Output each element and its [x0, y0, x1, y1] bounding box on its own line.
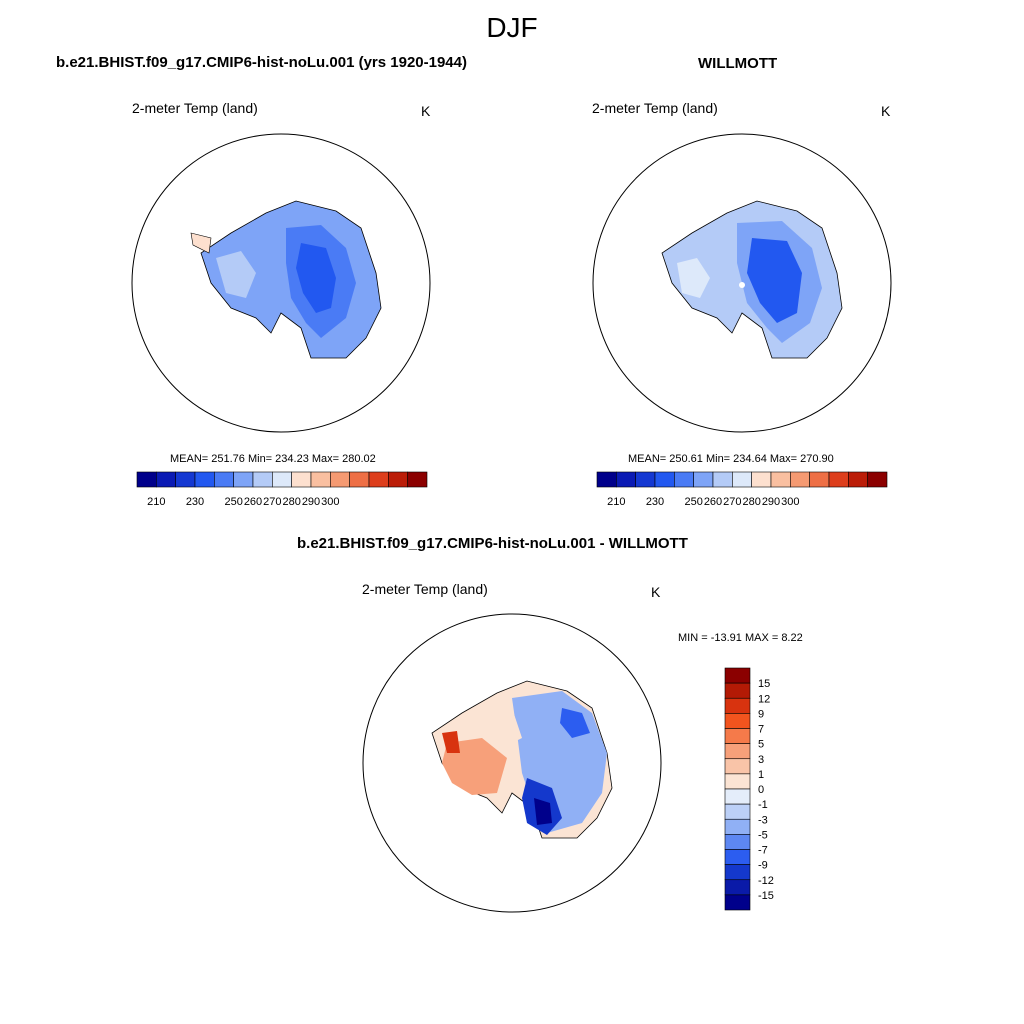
panel2-colorbar-label: 280: [742, 496, 760, 508]
panel1-map: [131, 133, 431, 433]
panel2-colorbar-box: [712, 471, 733, 488]
panel2-colorbar-box: [751, 471, 772, 488]
panel1-colorbar-box: [214, 471, 234, 488]
panel1-colorbar-label: 250: [224, 496, 242, 508]
panel3-colorbar-label: -3: [758, 814, 768, 826]
panel2-colorbar-box: [693, 471, 714, 488]
panel1-colorbar-label: 260: [244, 496, 262, 508]
panel2-colorbar-label: 260: [704, 496, 722, 508]
panel1-colorbar-box: [175, 471, 196, 488]
panel3-colorbar-box: [724, 682, 751, 699]
panel1-antarctica-shape: [190, 200, 382, 359]
panel3-units: K: [651, 584, 661, 600]
panel2-colorbar-box: [616, 471, 636, 488]
panel3-colorbar-label: -12: [758, 875, 774, 887]
panel1-colorbar-box: [310, 471, 331, 488]
panel2-colorbar-box: [809, 471, 830, 488]
panel2-colorbar-box: [867, 471, 888, 488]
panel3-colorbar-box: [724, 697, 751, 714]
panel3-colorbar-box: [724, 728, 751, 744]
panel2-colorbar-label: 230: [646, 496, 664, 508]
panel1-colorbar-box: [388, 471, 408, 488]
panel2-variable: 2-meter Temp (land): [592, 100, 718, 116]
panel3-colorbar-box: [724, 667, 751, 684]
panel1-colorbar-box: [272, 471, 292, 488]
panel3-colorbar-label: -7: [758, 845, 768, 857]
panel2-colorbar-box: [674, 471, 694, 488]
panel2-colorbar-box: [596, 471, 617, 488]
panel2-colorbar-box: [770, 471, 791, 488]
panel1-stats: MEAN= 251.76 Min= 234.23 Max= 280.02: [170, 453, 376, 465]
panel3-colorbar-label: 3: [758, 754, 764, 766]
panel3-colorbar-label: 12: [758, 693, 770, 705]
panel1-colorbar-box: [291, 471, 312, 488]
panel2-antarctica-shape: [661, 200, 843, 359]
panel1-colorbar-box: [252, 471, 273, 488]
panel3-colorbar-label: -9: [758, 860, 768, 872]
main-title: DJF: [486, 12, 538, 43]
panel1-colorbar-box: [407, 471, 428, 488]
panel1-colorbar-label: 210: [147, 496, 165, 508]
panel3-colorbar-box: [724, 834, 751, 850]
panel3-colorbar-box: [724, 773, 751, 790]
panel3-colorbar-label: 1: [758, 769, 764, 781]
panel3-colorbar-label: 9: [758, 708, 764, 720]
panel3-colorbar-box: [724, 818, 751, 835]
panel3-colorbar: 15 12 9 7 5 3 1 0 -1 -3 -5 -7 -9 -12 -15: [724, 667, 774, 911]
panel2-colorbar-label: 300: [781, 496, 799, 508]
panel3-antarctica-shape: [431, 680, 613, 839]
panel1-colorbar-label: 300: [321, 496, 339, 508]
panel2-title: WILLMOTT: [698, 55, 778, 72]
panel2-colorbar-box: [654, 471, 675, 488]
panel3-title: b.e21.BHIST.f09_g17.CMIP6-hist-noLu.001 …: [297, 535, 688, 552]
panel2-colorbar-box: [732, 471, 752, 488]
panel3-colorbar-box: [724, 879, 751, 896]
panel3-colorbar-label: -15: [758, 890, 774, 902]
panel1-variable: 2-meter Temp (land): [132, 100, 258, 116]
panel3-map: [362, 613, 662, 913]
panel1-title: b.e21.BHIST.f09_g17.CMIP6-hist-noLu.001 …: [56, 54, 467, 71]
panel3-colorbar-box: [724, 713, 751, 729]
panel3-colorbar-label: 7: [758, 724, 764, 736]
panel1-colorbar-label: 230: [186, 496, 204, 508]
panel2-colorbar-label: 270: [723, 496, 741, 508]
panel1-colorbar-label: 290: [302, 496, 320, 508]
panel1-colorbar-box: [233, 471, 254, 488]
panel3-colorbar-label: 5: [758, 739, 764, 751]
panel3-colorbar-label: -1: [758, 799, 768, 811]
panel3-colorbar-label: -5: [758, 829, 768, 841]
panel1-colorbar-label: 280: [282, 496, 300, 508]
panel1-colorbar-box: [368, 471, 389, 488]
panel2-colorbar-label: 210: [607, 496, 625, 508]
panel3-variable: 2-meter Temp (land): [362, 581, 488, 597]
panel3-colorbar-box: [724, 864, 751, 881]
panel1-colorbar: 210 230 250 260 270 280 290 300: [136, 471, 428, 508]
panel2-colorbar-box: [848, 471, 868, 488]
panel1-colorbar-box: [156, 471, 176, 488]
panel3-colorbar-label: 0: [758, 784, 764, 796]
panel3-colorbar-box: [724, 743, 751, 760]
panel3-colorbar-label: 15: [758, 678, 770, 690]
panel3-colorbar-box: [724, 803, 751, 820]
panel3-colorbar-box: [724, 894, 751, 911]
panel2-colorbar: 210 230 250 260 270 280 290 300: [596, 471, 888, 508]
panel1-colorbar-box: [136, 471, 157, 488]
panel1-colorbar-box: [349, 471, 370, 488]
panel3-colorbar-box: [724, 788, 751, 805]
panel2-colorbar-label: 290: [762, 496, 780, 508]
panel2-units: K: [881, 103, 891, 119]
panel2-map: [592, 133, 892, 433]
panel3-colorbar-box: [724, 849, 751, 865]
panel3-stats: MIN = -13.91 MAX = 8.22: [678, 632, 803, 644]
panel1-colorbar-box: [194, 471, 215, 488]
panel1-colorbar-label: 270: [263, 496, 281, 508]
panel2-colorbar-box: [790, 471, 810, 488]
panel1-units: K: [421, 103, 431, 119]
panel2-colorbar-label: 250: [684, 496, 702, 508]
panel2-stats: MEAN= 250.61 Min= 234.64 Max= 270.90: [628, 453, 834, 465]
panel3-colorbar-box: [724, 758, 751, 775]
panel2-colorbar-box: [828, 471, 849, 488]
panel2-colorbar-box: [635, 471, 656, 488]
panel1-colorbar-box: [330, 471, 350, 488]
